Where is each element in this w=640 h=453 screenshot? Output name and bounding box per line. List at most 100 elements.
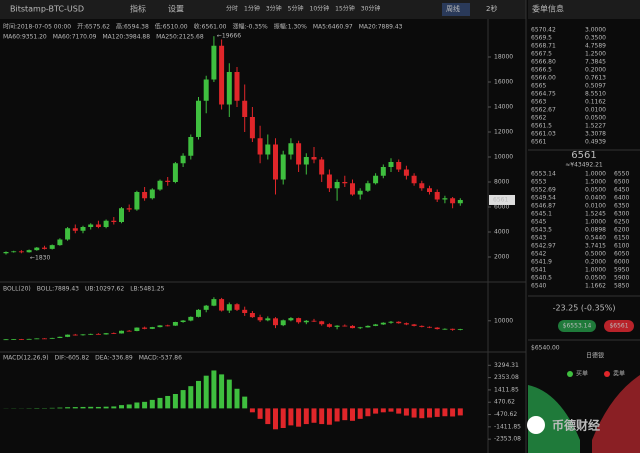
info-item: MA60:7170.09 — [53, 34, 97, 41]
bid-level: 6350 — [614, 203, 629, 210]
macd-bar — [211, 370, 217, 409]
symbol[interactable]: Bitstamp-BTC-USD — [10, 5, 84, 14]
macd-bar — [434, 408, 440, 417]
ask-amount: 0.0100 — [585, 107, 606, 114]
candle-body — [11, 339, 17, 340]
bid-amount: 1.5000 — [585, 179, 606, 186]
buy-button[interactable] — [558, 320, 596, 332]
button[interactable]: 指标 — [130, 4, 146, 14]
bid-amount: 1.5245 — [585, 211, 606, 218]
macd-label: DIF:-605.82 — [55, 355, 90, 362]
candle-body — [357, 190, 363, 195]
bid-price: 6546.87 — [531, 203, 556, 210]
macd-bar — [196, 380, 201, 409]
depth-asks — [592, 375, 640, 453]
macd-bar — [219, 374, 225, 409]
period[interactable]: 周线 — [446, 4, 460, 13]
depth-bids — [528, 385, 580, 453]
bid-amount: 1.0000 — [585, 219, 606, 226]
candle-body — [103, 220, 109, 227]
ask-price: 6566.5 — [531, 67, 552, 74]
info-item: 涨幅:-0.35% — [232, 23, 268, 31]
candle-body — [396, 321, 402, 324]
candle-body — [119, 330, 124, 334]
bid-level: 6200 — [614, 227, 629, 234]
bid-level: 6050 — [614, 251, 629, 258]
macd-bar — [450, 408, 456, 417]
y-tick-label: 1411.85 — [494, 386, 519, 393]
candle-body — [257, 317, 263, 321]
sell-price[interactable]: $6561 — [609, 323, 628, 330]
candle-body — [49, 337, 55, 339]
y-tick-label: 470.62 — [494, 399, 515, 406]
candle-body — [88, 224, 94, 227]
candle-body — [142, 192, 148, 199]
candle-body — [457, 329, 463, 330]
candle-body — [126, 208, 132, 210]
candle-body — [18, 339, 24, 340]
candle-body — [265, 144, 271, 155]
bid-level: 6100 — [614, 243, 629, 250]
refresh[interactable]: 2秒 — [486, 4, 497, 13]
ask-amount: 0.1162 — [585, 99, 606, 106]
low-label: ←1830 — [30, 255, 50, 262]
period-button[interactable] — [442, 3, 470, 16]
macd-bar — [234, 388, 240, 409]
candle-body — [203, 79, 209, 101]
macd-bar — [357, 408, 363, 419]
macd-bar — [273, 408, 278, 430]
y-tick-label: 16000 — [494, 79, 513, 86]
bid-price: 6541.9 — [531, 259, 552, 266]
ask-amount: 0.3500 — [585, 35, 606, 42]
ask-price: 6562 — [531, 115, 546, 122]
macd-bar — [427, 408, 432, 418]
macd-bar — [65, 407, 71, 409]
candle-body — [34, 247, 40, 251]
ask-amount: 3.0000 — [585, 27, 606, 34]
y-tick-label: 10000 — [494, 317, 513, 324]
candle-body — [434, 327, 440, 330]
macd-label: MACD(12,26,9) — [3, 355, 49, 362]
ask-price: 6561.03 — [531, 131, 556, 138]
bid-amount: 1.0000 — [585, 171, 606, 178]
macd-bar — [334, 408, 340, 422]
ask-amount: 0.2000 — [585, 67, 606, 74]
candle-body — [180, 320, 186, 322]
macd-bar — [149, 399, 155, 409]
candle-body — [180, 155, 186, 164]
bid-amount: 0.5440 — [585, 235, 606, 242]
interval: 5分钟 — [288, 5, 304, 13]
macd-bar — [134, 402, 140, 409]
bid-price: 6540.5 — [531, 275, 552, 282]
candle-body — [242, 309, 248, 313]
candle-body — [134, 192, 140, 210]
sell-button[interactable] — [604, 320, 634, 332]
buy-price[interactable]: $6553.14 — [563, 323, 592, 330]
macd-label: MACD:-537.86 — [139, 355, 182, 362]
candle-body — [303, 157, 309, 165]
panel-title: 委单信息 — [532, 4, 564, 14]
candle-body — [103, 333, 109, 335]
macd-bar — [126, 404, 132, 409]
candle-body — [165, 325, 171, 327]
y-tick-label: -2353.08 — [494, 436, 521, 443]
macd-bar — [311, 408, 317, 423]
candle-body — [403, 323, 409, 325]
info-item: 高:6594.38 — [116, 23, 149, 31]
button[interactable]: 设置 — [168, 4, 184, 14]
macd-bar — [119, 405, 124, 409]
macd-bar — [57, 407, 63, 409]
candle-body — [450, 198, 456, 204]
bid-level: 5900 — [614, 275, 629, 282]
macd-bar — [288, 408, 294, 426]
last-price: 6561 — [571, 150, 596, 161]
macd-bar — [103, 406, 109, 409]
candle-body — [311, 157, 317, 160]
macd-bar — [80, 406, 86, 409]
candle-body — [196, 309, 201, 317]
change: -23.25 (-0.35%) — [553, 304, 616, 313]
info-item: 低:6510.00 — [155, 23, 188, 31]
candle-body — [172, 163, 178, 182]
info-item: MA250:2125.68 — [156, 34, 204, 41]
